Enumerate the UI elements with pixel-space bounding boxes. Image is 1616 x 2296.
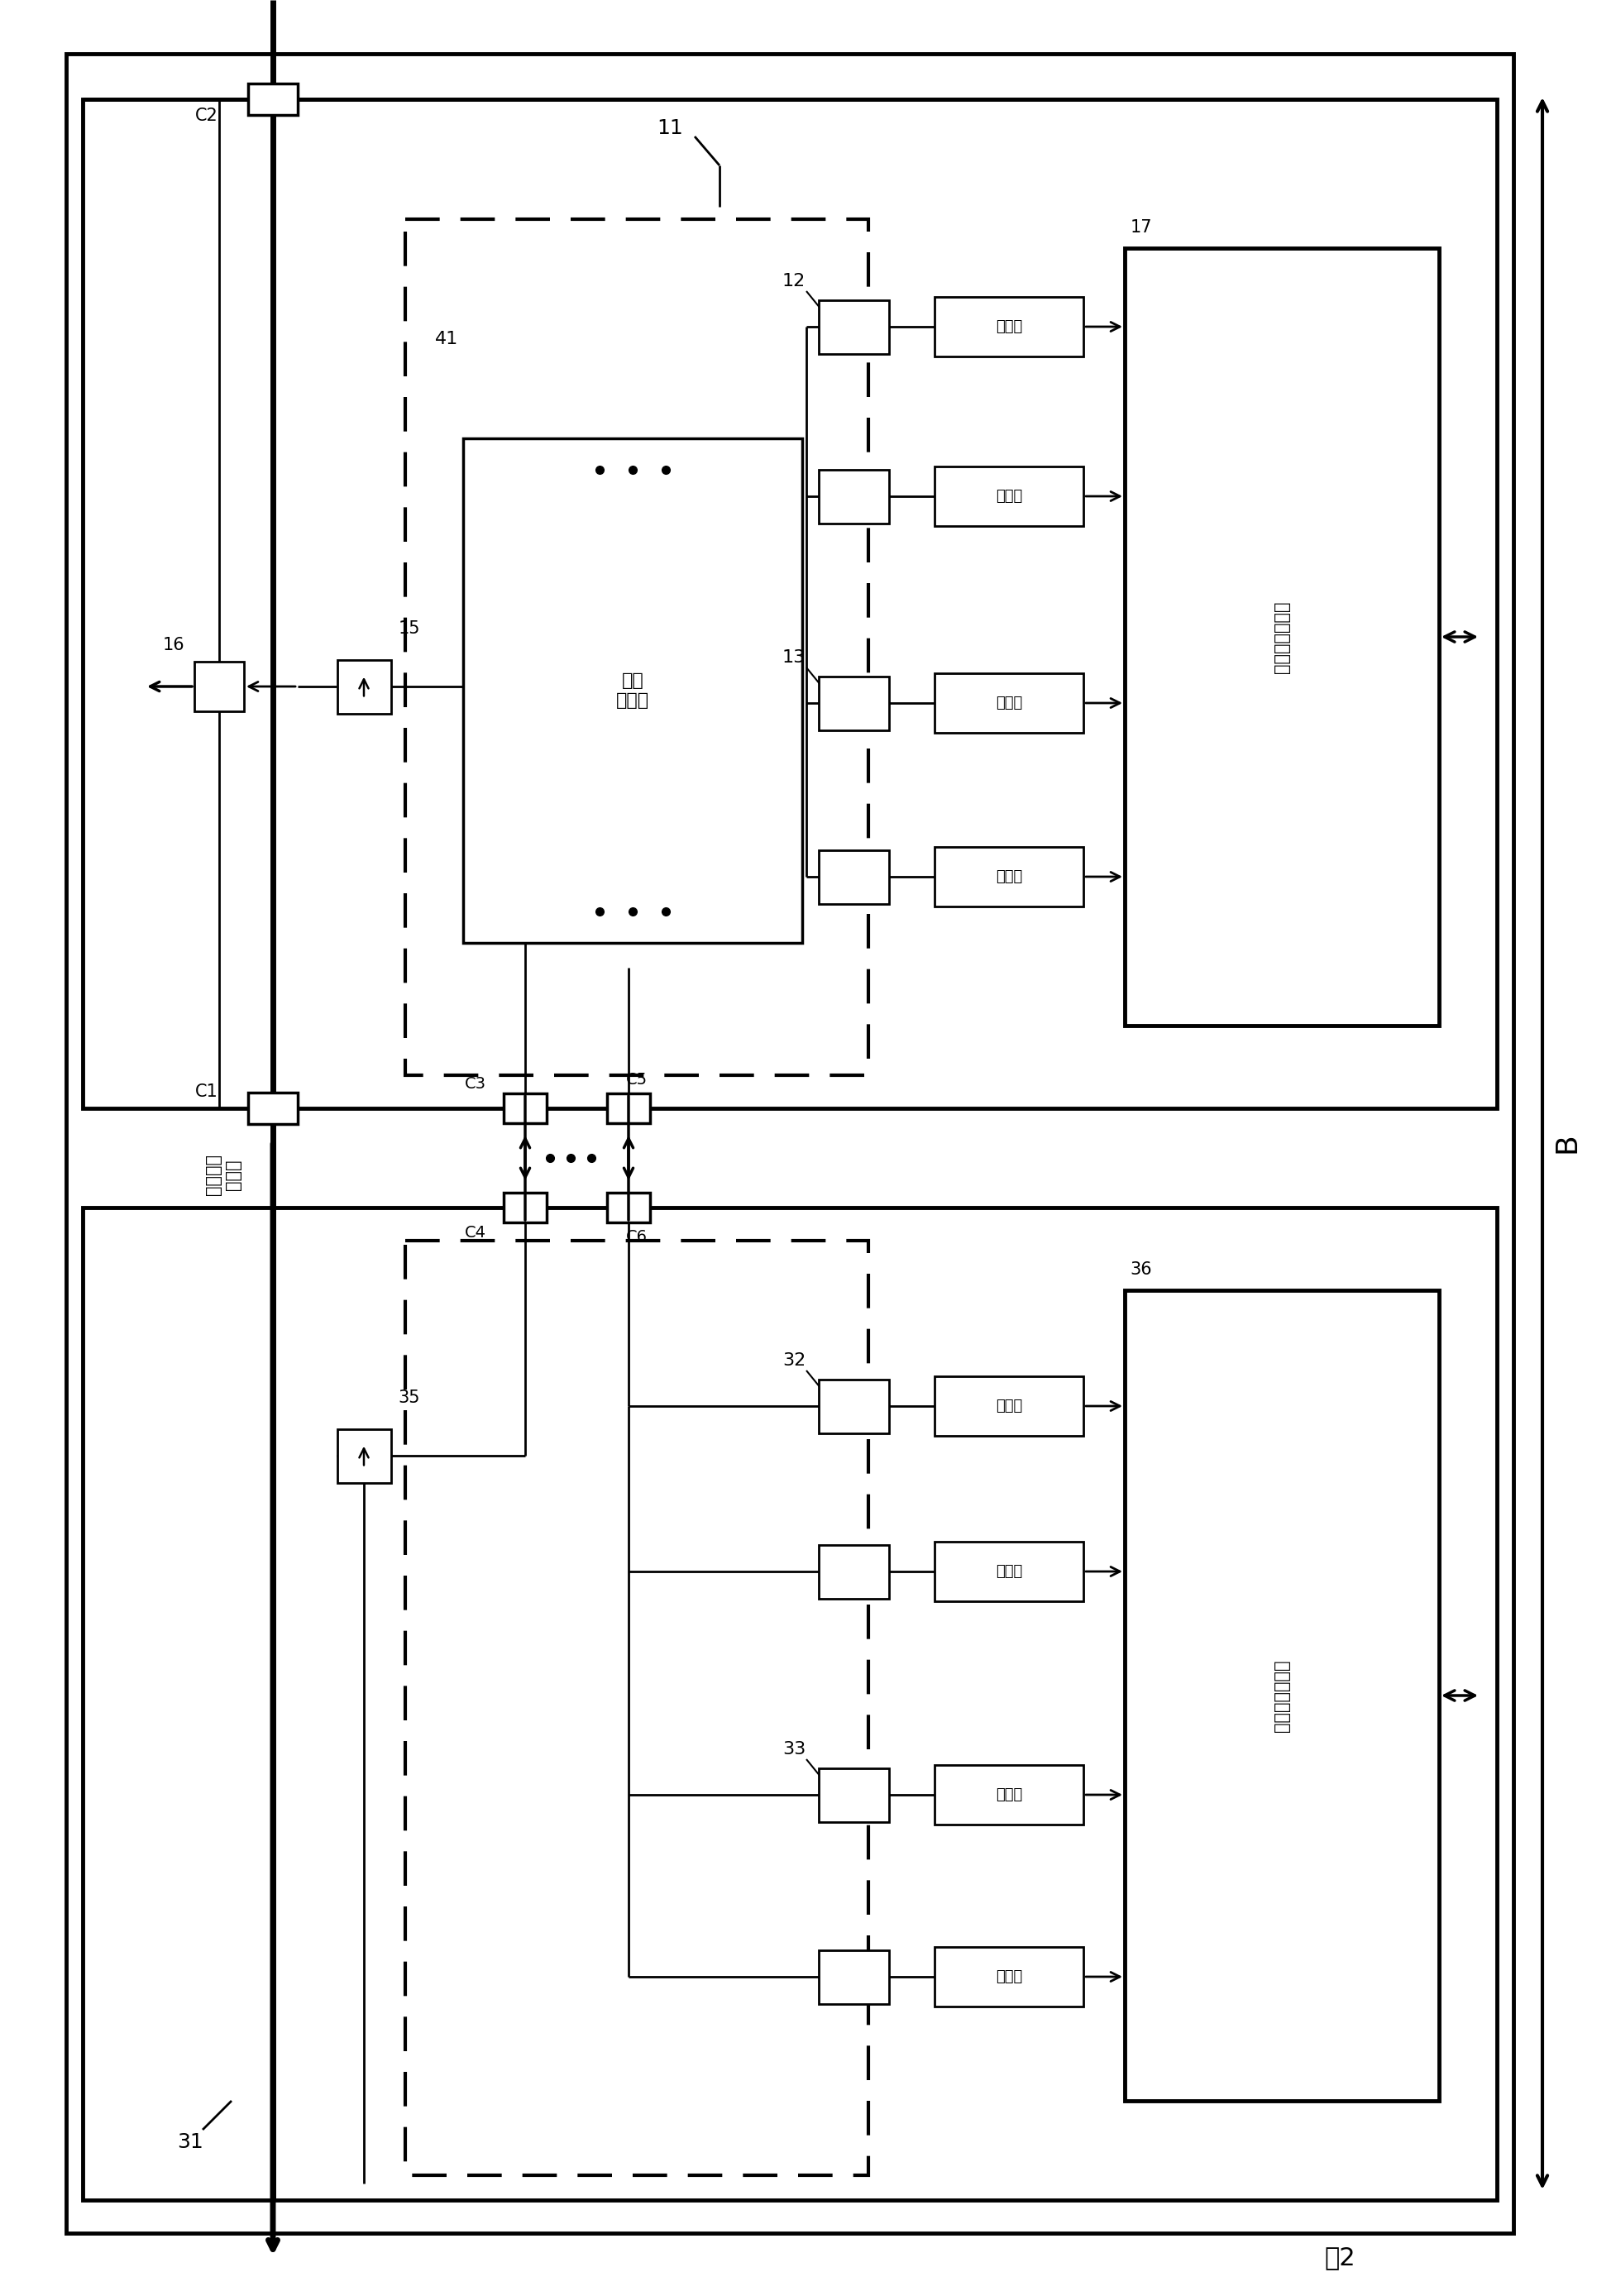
Bar bbox=[1125, 248, 1438, 1026]
Bar bbox=[82, 99, 1496, 1109]
Text: 泵浦输出
至线路: 泵浦输出 至线路 bbox=[205, 1155, 241, 1196]
Bar bbox=[934, 847, 1083, 907]
Text: C6: C6 bbox=[625, 1228, 648, 1244]
Text: C1: C1 bbox=[196, 1084, 218, 1100]
Text: 12: 12 bbox=[782, 273, 806, 289]
Bar bbox=[819, 1545, 889, 1598]
Text: 31: 31 bbox=[178, 2133, 204, 2151]
Text: 11: 11 bbox=[656, 119, 684, 138]
Bar bbox=[249, 83, 297, 115]
Text: B: B bbox=[1553, 1132, 1582, 1153]
Text: 激光器: 激光器 bbox=[995, 319, 1023, 335]
Bar bbox=[934, 1541, 1083, 1600]
Bar bbox=[406, 218, 868, 1075]
Bar bbox=[338, 1428, 391, 1483]
Bar bbox=[504, 1192, 546, 1221]
Bar bbox=[934, 1947, 1083, 2007]
Bar bbox=[934, 296, 1083, 356]
Text: 41: 41 bbox=[435, 331, 459, 347]
Text: 36: 36 bbox=[1130, 1261, 1152, 1279]
Text: 35: 35 bbox=[399, 1389, 420, 1405]
Bar bbox=[249, 1093, 297, 1125]
Text: 图2: 图2 bbox=[1324, 2245, 1356, 2271]
Bar bbox=[608, 1192, 650, 1221]
Text: 合波
滤波器: 合波 滤波器 bbox=[616, 673, 650, 709]
Text: 激光器: 激光器 bbox=[995, 489, 1023, 503]
Bar bbox=[608, 1093, 650, 1123]
Text: 激光器: 激光器 bbox=[995, 870, 1023, 884]
Text: 33: 33 bbox=[782, 1740, 806, 1756]
Bar bbox=[819, 1768, 889, 1823]
Text: 激光器控制电路: 激光器控制电路 bbox=[1273, 1660, 1290, 1731]
Text: 13: 13 bbox=[782, 650, 806, 666]
Bar bbox=[338, 659, 391, 714]
Bar bbox=[406, 1240, 868, 2174]
Bar bbox=[934, 673, 1083, 732]
Text: 激光器: 激光器 bbox=[995, 1398, 1023, 1414]
Bar bbox=[504, 1093, 546, 1123]
Bar bbox=[819, 677, 889, 730]
Bar bbox=[819, 1949, 889, 2004]
Text: 激光器: 激光器 bbox=[995, 1564, 1023, 1580]
Text: C3: C3 bbox=[465, 1075, 486, 1091]
Bar bbox=[819, 471, 889, 523]
Bar bbox=[194, 661, 244, 712]
Text: 激光器: 激光器 bbox=[995, 1970, 1023, 1984]
Text: C2: C2 bbox=[196, 108, 218, 124]
Text: 15: 15 bbox=[399, 620, 420, 636]
Bar bbox=[819, 1380, 889, 1433]
Bar bbox=[819, 850, 889, 905]
Bar bbox=[934, 1766, 1083, 1825]
Bar bbox=[66, 53, 1514, 2234]
Bar bbox=[82, 1208, 1496, 2200]
Bar bbox=[464, 439, 802, 944]
Bar bbox=[1125, 1290, 1438, 2101]
Text: C4: C4 bbox=[465, 1224, 486, 1240]
Text: 32: 32 bbox=[782, 1352, 806, 1368]
Bar bbox=[819, 301, 889, 354]
Text: C5: C5 bbox=[625, 1072, 648, 1088]
Text: 17: 17 bbox=[1130, 218, 1152, 236]
Bar bbox=[934, 1375, 1083, 1435]
Text: 激光器: 激光器 bbox=[995, 696, 1023, 709]
Text: 激光器: 激光器 bbox=[995, 1786, 1023, 1802]
Text: 16: 16 bbox=[163, 636, 184, 654]
Bar bbox=[934, 466, 1083, 526]
Text: 激光器控制电路: 激光器控制电路 bbox=[1273, 602, 1290, 673]
